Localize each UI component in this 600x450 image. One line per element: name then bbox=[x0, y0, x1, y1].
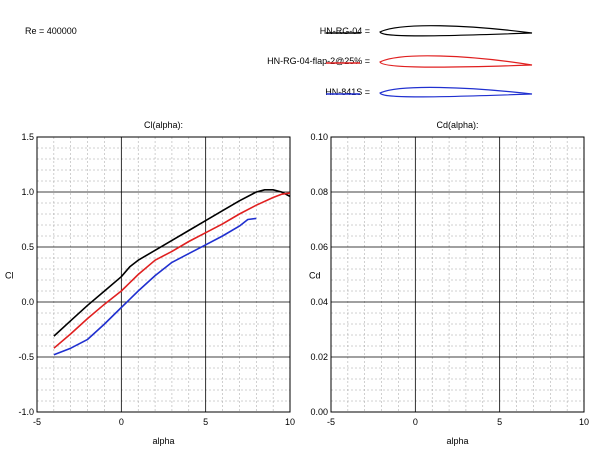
reynolds-label: Re = 400000 bbox=[25, 26, 77, 36]
undefined-plot-frame bbox=[36, 136, 291, 413]
undefined-ytick-label: 1.5 bbox=[21, 132, 34, 142]
undefined-ytick-label: 0.06 bbox=[310, 242, 328, 252]
undefined-ytick-label: 0.10 bbox=[310, 132, 328, 142]
legend-label-hn-rg-04-flap: HN-RG-04-flap-2@25% = bbox=[267, 56, 370, 66]
undefined-panel: -5 0 5 10 -1.0 -0.5 0.0 0.5 1.0 1.5 Cl(alpha): alph… bbox=[5, 120, 295, 446]
undefined-xtick-label: 10 bbox=[579, 417, 589, 427]
undefined-ytick-label: 0.02 bbox=[310, 352, 328, 362]
undefined-title: Cl(alpha): bbox=[144, 120, 183, 130]
undefined-ylabel: Cl bbox=[5, 271, 14, 281]
undefined-ytick-label: 0.08 bbox=[310, 187, 328, 197]
undefined-series-line-3 bbox=[53, 217, 257, 356]
airfoil-icon-2 bbox=[379, 55, 533, 68]
undefined-xlabel: alpha bbox=[446, 436, 468, 446]
undefined-xtick-label: -5 bbox=[327, 417, 335, 427]
undefined-xtick-label: 10 bbox=[285, 417, 295, 427]
undefined-ytick-label: 1.0 bbox=[21, 187, 34, 197]
legend-label-hn-rg-04: HN-RG-04 = bbox=[319, 26, 370, 36]
undefined-series-line-2 bbox=[53, 192, 290, 349]
undefined-ytick-label: -1.0 bbox=[18, 407, 34, 417]
undefined-ytick-label: 0.0 bbox=[21, 297, 34, 307]
undefined-xtick-label: 5 bbox=[203, 417, 208, 427]
undefined-xlabel: alpha bbox=[152, 436, 174, 446]
undefined-plot-frame bbox=[330, 136, 585, 413]
undefined-xtick-label: -5 bbox=[33, 417, 41, 427]
undefined-ytick-label: -0.5 bbox=[18, 352, 34, 362]
undefined-ytick-label: 0.5 bbox=[21, 242, 34, 252]
undefined-xtick-label: 5 bbox=[497, 417, 502, 427]
undefined-ytick-label: 0.00 bbox=[310, 407, 328, 417]
undefined-ytick-label: 0.04 bbox=[310, 297, 328, 307]
undefined-ylabel: Cd bbox=[309, 271, 321, 281]
legend-label-hn-841s: HN-841S = bbox=[325, 87, 370, 97]
undefined-xtick-label: 0 bbox=[413, 417, 418, 427]
airfoil-icon-3 bbox=[379, 86, 533, 98]
airfoil-icon-1 bbox=[379, 25, 533, 37]
undefined-series-line-1 bbox=[53, 189, 290, 337]
undefined-xtick-label: 0 bbox=[119, 417, 124, 427]
undefined-title: Cd(alpha): bbox=[436, 120, 478, 130]
undefined-panel: -5 0 5 10 0.00 0.02 0.04 0.06 0.08 0.10 Cd(alpha):… bbox=[309, 120, 589, 446]
